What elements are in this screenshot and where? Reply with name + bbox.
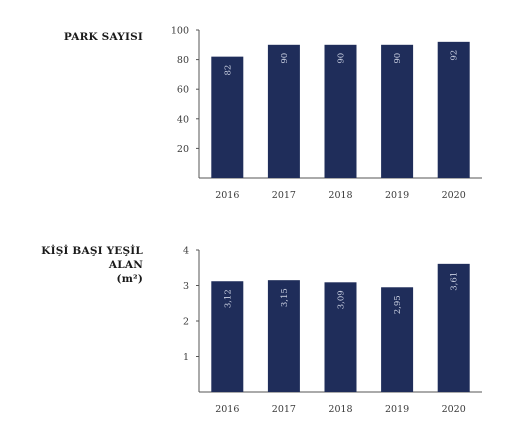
bar-2017 [267, 280, 300, 392]
y-tick-label: 3 [183, 281, 189, 292]
x-tick-label: 2020 [442, 404, 466, 415]
bar-2018 [324, 282, 357, 392]
y-tick-label: 1 [183, 352, 189, 363]
chart-title-text: PARK SAYISI [63, 31, 143, 43]
bar-2019 [381, 44, 414, 178]
chart-title-yesil-alan: KİŞİ BAŞI YEŞİL ALAN (m²) [10, 244, 143, 286]
chart-title-text: KİŞİ BAŞI YEŞİL ALAN [41, 245, 143, 271]
data-label: 90 [337, 53, 347, 64]
bar-2016 [211, 56, 244, 178]
y-tick-label: 80 [177, 55, 189, 66]
bar-2018 [324, 44, 357, 178]
x-tick-label: 2016 [215, 190, 239, 201]
data-label: 90 [393, 53, 403, 64]
x-tick-label: 2019 [385, 404, 409, 415]
data-label: 3,15 [280, 288, 290, 307]
data-label: 3,61 [450, 272, 460, 291]
data-label: 3,12 [223, 289, 233, 308]
y-tick-label: 20 [177, 144, 189, 155]
x-tick-label: 2020 [442, 190, 466, 201]
chart-title-unit: (m²) [116, 273, 143, 285]
bar-2020 [437, 41, 470, 179]
y-tick-label: 4 [183, 246, 189, 257]
y-tick-label: 60 [177, 85, 189, 96]
bar-2016 [211, 281, 244, 392]
bar-2019 [381, 287, 414, 392]
data-label: 3,09 [337, 290, 347, 309]
bar-2017 [267, 44, 300, 178]
chart-title-park-sayisi: PARK SAYISI [20, 30, 143, 44]
x-tick-label: 2017 [272, 190, 296, 201]
data-label: 82 [223, 65, 233, 76]
y-tick-label: 100 [171, 26, 189, 37]
x-tick-label: 2019 [385, 190, 409, 201]
data-label: 2,95 [393, 295, 403, 314]
bar-2020 [437, 263, 470, 392]
data-label: 90 [280, 53, 290, 64]
y-tick-label: 2 [183, 317, 189, 328]
data-label: 92 [450, 50, 460, 61]
x-tick-label: 2018 [328, 190, 352, 201]
y-tick-label: 40 [177, 114, 189, 125]
x-tick-label: 2018 [328, 404, 352, 415]
x-tick-label: 2016 [215, 404, 239, 415]
x-tick-label: 2017 [272, 404, 296, 415]
